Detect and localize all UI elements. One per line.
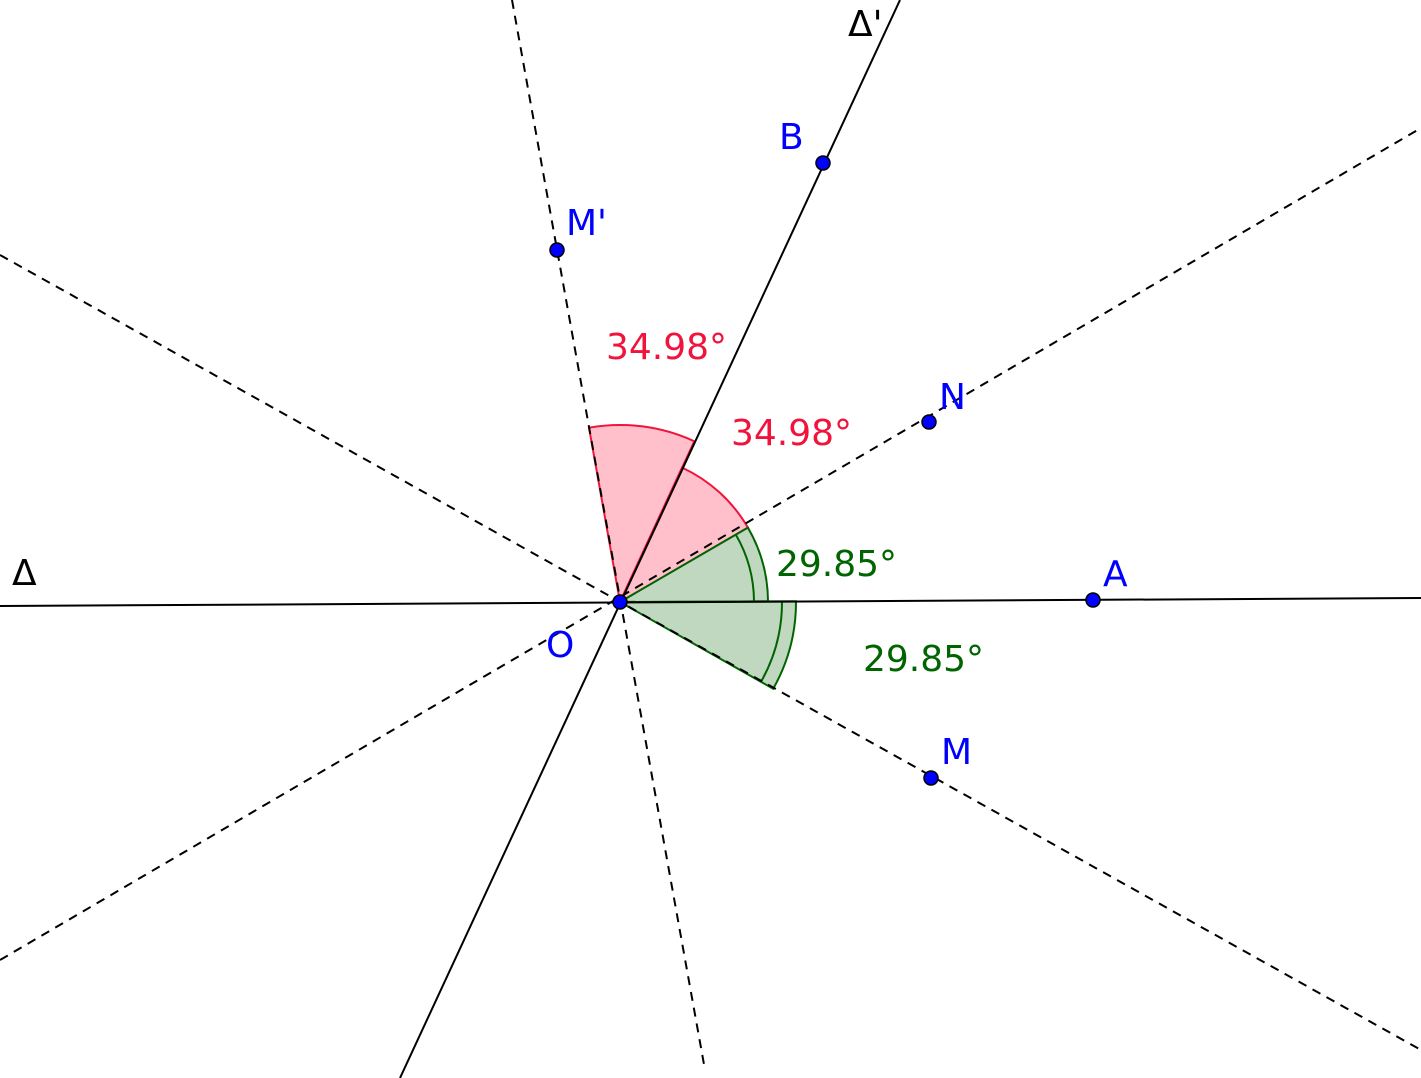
line-delta-prime[interactable] [399, 0, 901, 1078]
point-n[interactable] [921, 414, 937, 430]
angle-arc-n-o-a-inner [734, 534, 755, 602]
angle-sector-m-prime-o-b[interactable] [587, 423, 696, 606]
point-m[interactable] [923, 770, 939, 786]
angle-label-n-o-a: 29.85° [776, 544, 897, 585]
dashed-line-on[interactable] [0, 127, 1421, 961]
point-a[interactable] [1085, 592, 1101, 608]
point-o[interactable] [612, 594, 628, 610]
point-m-prime[interactable] [549, 242, 565, 258]
label-a: A [1103, 554, 1128, 595]
label-m-prime: M' [566, 203, 607, 244]
label-n: N [939, 377, 966, 418]
label-delta: Δ [12, 553, 37, 594]
angle-label-b-o-n: 34.98° [731, 413, 852, 454]
label-b: B [779, 117, 804, 158]
label-delta-prime: Δ' [848, 4, 883, 45]
angle-label-a-o-m: 29.85° [863, 639, 984, 680]
label-m: M [941, 732, 972, 773]
line-delta[interactable] [0, 597, 1421, 607]
angle-arc-a-o-m-inner [760, 601, 784, 683]
angle-sector-a-o-m[interactable] [616, 600, 798, 691]
angle-label-m-prime-o-b: 34.98° [606, 327, 727, 368]
dashed-line-om-prime[interactable] [511, 0, 706, 1071]
label-o: O [546, 625, 574, 666]
point-b[interactable] [815, 155, 831, 171]
